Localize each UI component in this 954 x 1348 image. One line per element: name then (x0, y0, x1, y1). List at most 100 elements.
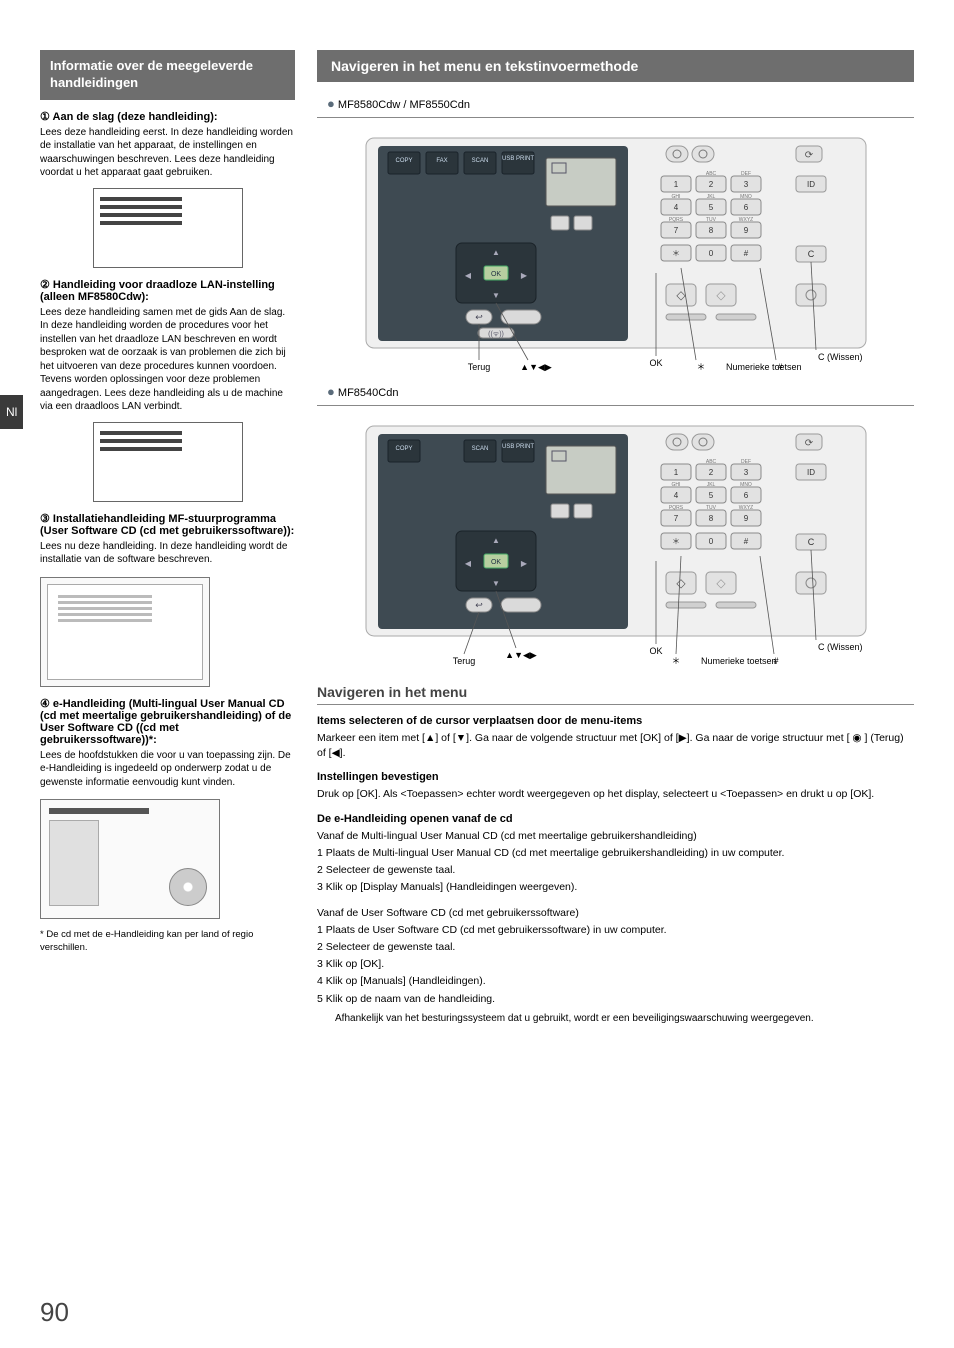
footnote: * De cd met de e-Handleiding kan per lan… (40, 929, 295, 954)
svg-text:3: 3 (743, 468, 748, 477)
right-header: Navigeren in het menu en tekstinvoermeth… (317, 50, 914, 82)
svg-text:USB PRINT: USB PRINT (501, 444, 533, 450)
manual-thumbnail-2 (93, 422, 243, 502)
svg-text:2: 2 (708, 180, 713, 189)
svg-text:6: 6 (743, 203, 748, 212)
svg-text:◇: ◇ (716, 288, 726, 302)
svg-text:◀: ◀ (464, 271, 471, 280)
svg-text:MNO: MNO (740, 194, 752, 200)
cd-list-usersoftware: Vanaf de User Software CD (cd met gebrui… (317, 906, 914, 1007)
svg-text:TUV: TUV (706, 217, 717, 223)
svg-text:OK: OK (490, 271, 500, 278)
svg-text:⟳: ⟳ (804, 438, 813, 449)
page-number: 90 (40, 1297, 69, 1328)
svg-text:JKL: JKL (706, 482, 715, 488)
svg-text:SCAN: SCAN (471, 158, 488, 164)
svg-text:C (Wissen): C (Wissen) (818, 352, 863, 362)
confirm-subheading: Instellingen bevestigen (317, 771, 914, 783)
svg-text:9: 9 (743, 226, 748, 235)
cd-step-u4: 4 Klik op [Manuals] (Handleidingen). (317, 974, 914, 989)
right-column: Navigeren in het menu en tekstinvoermeth… (317, 50, 914, 1024)
control-panel-1: COPY FAX SCAN USB PRINT OK ▲ ▼ (356, 128, 876, 378)
svg-text:＊: ＊ (671, 656, 680, 666)
section3-title: ③ Installatiehandleiding MF-stuurprogram… (40, 512, 295, 537)
svg-text:▼: ▼ (492, 291, 500, 300)
svg-text:TUV: TUV (706, 505, 717, 511)
svg-text:JKL: JKL (706, 194, 715, 200)
svg-text:PQRS: PQRS (668, 505, 683, 511)
svg-text:C: C (807, 537, 814, 547)
svg-text:3: 3 (743, 180, 748, 189)
svg-text:▶: ▶ (520, 559, 527, 568)
svg-text:4: 4 (673, 491, 678, 500)
svg-text:SCAN: SCAN (471, 446, 488, 452)
svg-text:ABC: ABC (705, 459, 716, 465)
items-subheading: Items selecteren of de cursor verplaatse… (317, 715, 914, 727)
model1-label: ● MF8580Cdw / MF8550Cdn (327, 96, 914, 111)
svg-text:＊: ＊ (672, 249, 680, 258)
model2-label: ● MF8540Cdn (327, 384, 914, 399)
svg-text:◇: ◇ (676, 576, 686, 590)
svg-text:▶: ▶ (520, 271, 527, 280)
cd-step-u2: 2 Selecteer de gewenste taal. (317, 940, 914, 955)
model2-text: MF8540Cdn (338, 387, 399, 399)
svg-text:5: 5 (708, 203, 713, 212)
svg-text:OK: OK (649, 646, 662, 656)
section1-body: Lees deze handleiding eerst. In deze han… (40, 126, 295, 180)
svg-text:COPY: COPY (395, 158, 412, 164)
cd-intro2: Vanaf de User Software CD (cd met gebrui… (317, 906, 914, 921)
svg-text:#: # (743, 249, 748, 258)
svg-text:Terug: Terug (452, 656, 475, 666)
svg-text:▼: ▼ (492, 579, 500, 588)
svg-text:GHI: GHI (671, 482, 680, 488)
left-header: Informatie over de meegeleverde handleid… (40, 50, 295, 100)
svg-text:6: 6 (743, 491, 748, 500)
svg-text:COPY: COPY (395, 446, 412, 452)
svg-text:7: 7 (673, 514, 678, 523)
svg-text:＊: ＊ (672, 537, 680, 546)
svg-text:＊: ＊ (696, 362, 705, 372)
svg-text:◇: ◇ (716, 576, 726, 590)
svg-text:#: # (777, 362, 782, 372)
svg-text:FAX: FAX (436, 158, 447, 164)
panel2-wrap: COPY SCAN USB PRINT OK ▲ ▼ ◀ ▶ (317, 405, 914, 666)
nav-heading: Navigeren in het menu (317, 684, 914, 705)
cd-list-multilingual: Vanaf de Multi-lingual User Manual CD (c… (317, 829, 914, 896)
svg-text:WXYZ: WXYZ (738, 217, 752, 223)
left-column: Informatie over de meegeleverde handleid… (40, 50, 295, 1024)
cd-thumbnail (40, 799, 220, 919)
svg-text:#: # (743, 537, 748, 546)
section3-body: Lees nu deze handleiding. In deze handle… (40, 540, 295, 567)
section4-title: ④ e-Handleiding (Multi-lingual User Manu… (40, 697, 295, 746)
svg-text:Numerieke toetsen: Numerieke toetsen (701, 656, 777, 666)
svg-text:8: 8 (708, 514, 713, 523)
svg-text:8: 8 (708, 226, 713, 235)
manual-thumbnail-1 (93, 188, 243, 268)
svg-text:((ᯤ)): ((ᯤ)) (488, 331, 504, 338)
svg-text:ID: ID (807, 468, 815, 477)
svg-text:▲: ▲ (492, 536, 500, 545)
cd-note: Afhankelijk van het besturingssysteem da… (335, 1013, 914, 1024)
svg-text:2: 2 (708, 468, 713, 477)
svg-text:ABC: ABC (705, 171, 716, 177)
cd-subheading: De e-Handleiding openen vanaf de cd (317, 813, 914, 825)
svg-text:C (Wissen): C (Wissen) (818, 642, 863, 652)
language-tab: Nl (0, 395, 23, 429)
cd-step-u1: 1 Plaats de User Software CD (cd met geb… (317, 923, 914, 938)
svg-text:▲: ▲ (492, 248, 500, 257)
svg-text:Numerieke toetsen: Numerieke toetsen (726, 362, 802, 372)
svg-text:WXYZ: WXYZ (738, 505, 752, 511)
svg-text:⟳: ⟳ (804, 150, 813, 161)
cd-step-m1: 1 Plaats de Multi-lingual User Manual CD… (317, 846, 914, 861)
svg-text:OK: OK (649, 358, 662, 368)
svg-text:▲▼◀▶: ▲▼◀▶ (520, 362, 552, 372)
svg-text:DEF: DEF (741, 459, 751, 465)
svg-text:ID: ID (807, 180, 815, 189)
svg-text:0: 0 (708, 249, 713, 258)
svg-text:GHI: GHI (671, 194, 680, 200)
cd-step-u3: 3 Klik op [OK]. (317, 957, 914, 972)
cd-step-m2: 2 Selecteer de gewenste taal. (317, 863, 914, 878)
svg-text:9: 9 (743, 514, 748, 523)
svg-text:Terug: Terug (467, 362, 490, 372)
svg-text:PQRS: PQRS (668, 217, 683, 223)
